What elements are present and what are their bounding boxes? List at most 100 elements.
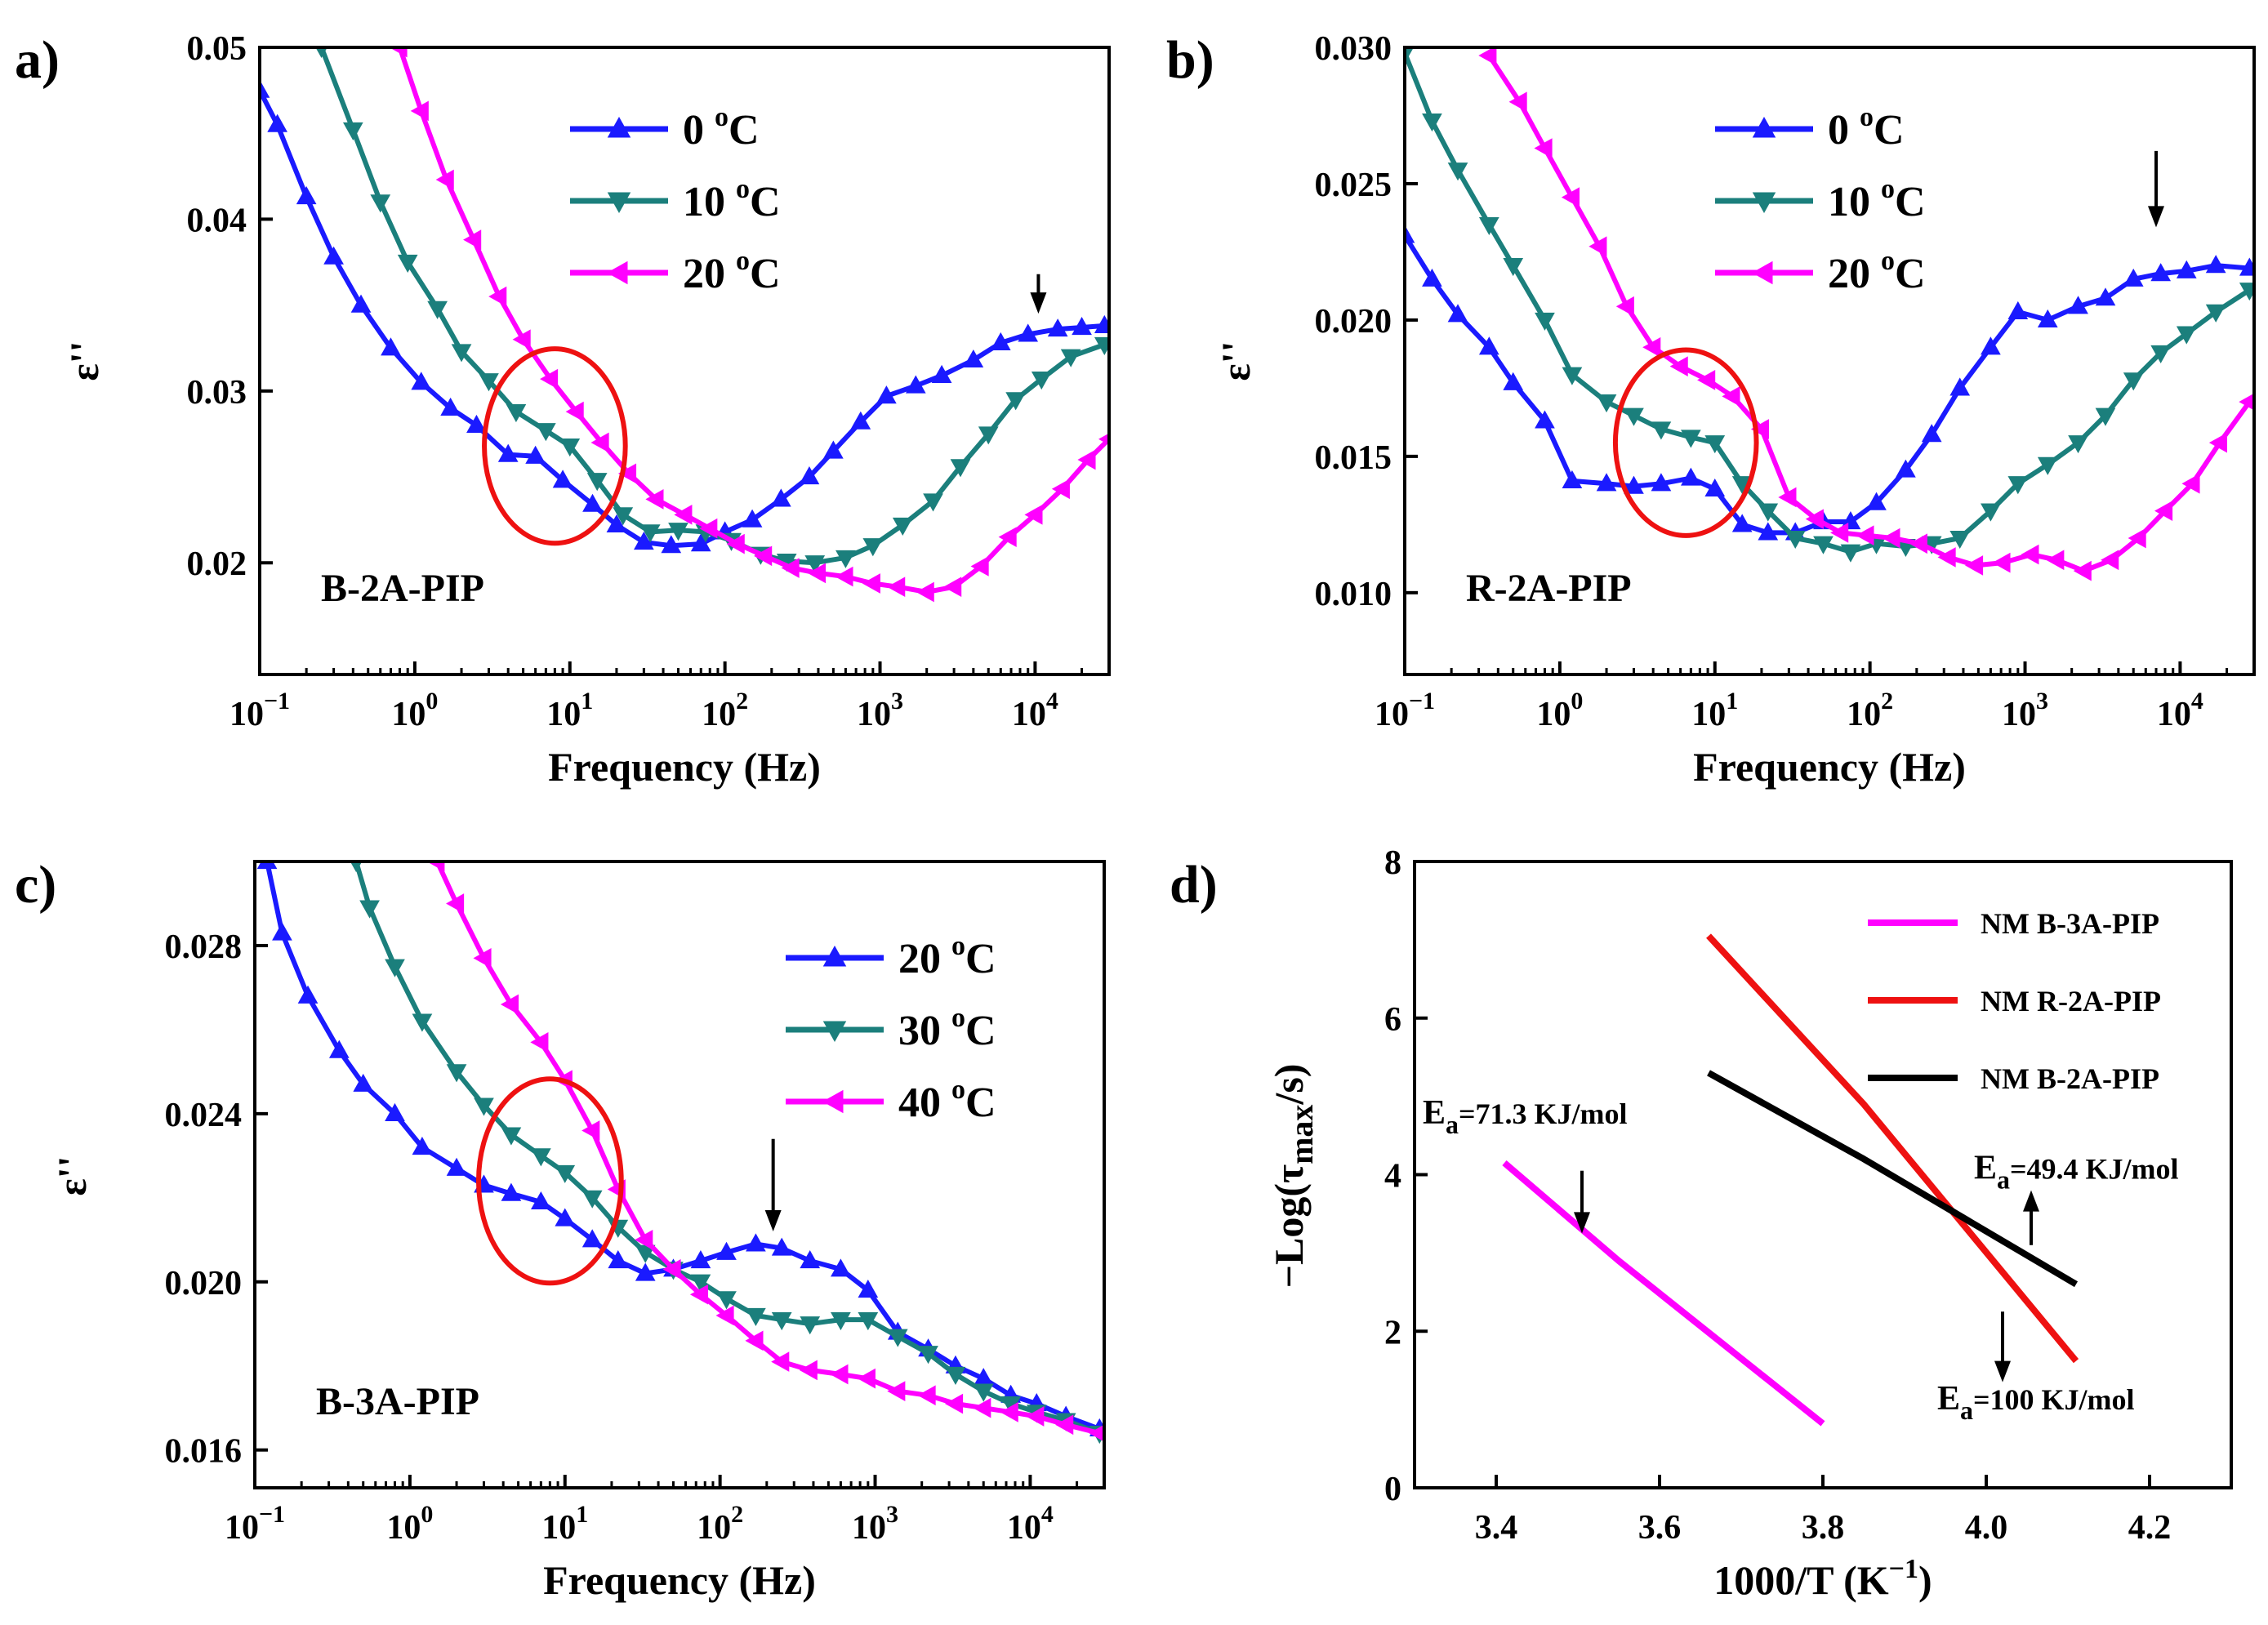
x-tick-label-0: 10−1 [225, 1501, 285, 1547]
series-20c-point-13 [608, 1250, 629, 1269]
series-0c-point-22 [2007, 301, 2029, 319]
series-10c-point-21 [1981, 503, 2001, 522]
series-20c-point-3 [1561, 187, 1580, 208]
series-10c-point-2 [1447, 162, 1468, 181]
series-10c-point-8 [1624, 407, 1644, 426]
x-tick-label-0: 10−1 [1375, 688, 1435, 733]
x-tick-label-5: 104 [2157, 688, 2203, 733]
series-20c-point-16 [1909, 533, 1927, 554]
series-20c-point-14 [754, 545, 773, 567]
series-10c-point-1 [342, 122, 363, 140]
series-40c-point-12 [745, 1330, 764, 1351]
series-10c-point-18 [804, 555, 826, 574]
series-40c-point-11 [715, 1305, 734, 1326]
series-10c-point-9 [559, 439, 581, 457]
axes-frame [1403, 46, 2256, 676]
series-10c-point-20 [1949, 530, 1971, 550]
y-tick-label-1: 0.020 [165, 1265, 243, 1302]
series-20c-point-7 [1669, 356, 1688, 377]
x-tick-label-2: 101 [1691, 688, 1738, 733]
series-20c-point-6 [412, 1137, 433, 1155]
x-axis-title: Frequency (Hz) [543, 1557, 816, 1603]
x-tick-label-1: 3.6 [1638, 1509, 1682, 1547]
series-20c-point-18 [862, 573, 880, 594]
series-20c-point-7 [446, 1157, 467, 1176]
series-10c-point-23 [2037, 456, 2058, 475]
series-0c-point-4 [1503, 372, 1524, 390]
series-20c-point-1 [410, 100, 429, 122]
x-tick-label-3: 102 [702, 688, 748, 733]
series-20c-point-5 [512, 329, 531, 350]
series-0c-point-1 [267, 114, 287, 132]
series-0c-point-16 [690, 533, 711, 552]
series-30c-point-18 [831, 1311, 851, 1331]
series-0c-point-19 [770, 488, 791, 507]
series-0c-point-0 [260, 79, 270, 98]
y-tick-label-1: 0.03 [187, 374, 247, 412]
series-40c-point-0 [426, 861, 445, 872]
series-0c-point-13 [1758, 522, 1779, 541]
x-tick-label-4: 4.2 [2128, 1509, 2172, 1547]
series-20c-point-12 [1805, 509, 1824, 530]
series-0c-point-10 [525, 445, 546, 464]
series-0c-point-18 [742, 509, 763, 528]
series-20c-point-2 [1534, 138, 1553, 158]
series-0c-point-2 [1447, 304, 1468, 323]
series-40c-point-18 [917, 1385, 936, 1406]
series-0c-point-29 [1047, 318, 1068, 337]
series-0c-point-24 [2068, 296, 2088, 314]
series-10c-point-13 [668, 523, 688, 541]
y-axis-title: ε'' [61, 341, 107, 381]
series-20c-point-26 [973, 1368, 994, 1387]
series-30c-point-21 [918, 1346, 938, 1365]
series-20c-point-10 [1750, 419, 1770, 439]
series-0c-point-2 [296, 186, 317, 205]
activation-energy-arrow-2-head [1994, 1360, 2011, 1382]
series-30c-point-15 [746, 1307, 766, 1326]
series-20c-point-17 [1937, 547, 1956, 568]
series-30c-point-11 [635, 1244, 656, 1263]
series-0c-point-11 [1704, 478, 1726, 497]
x-tick-label-4: 103 [2002, 688, 2048, 733]
series-10c-point-15 [1813, 536, 1834, 554]
series-20c-point-15 [781, 558, 800, 578]
series-10c-point-23 [950, 459, 971, 478]
series-30c-point-6 [501, 1127, 522, 1146]
series-20c-point-17 [716, 1241, 737, 1260]
legend-label-2: 20 oC [683, 246, 781, 297]
legend-label-2: 40 oC [898, 1075, 996, 1126]
series-10c-point-12 [639, 524, 661, 543]
series-10c-point-17 [776, 554, 797, 572]
series-40c-point-23 [1055, 1414, 1074, 1436]
legend-label-0: 0 oC [683, 102, 760, 154]
legend-label-0: 0 oC [1828, 102, 1905, 154]
series-20c-point-4 [353, 1073, 374, 1092]
series-30c-point-4 [446, 1064, 467, 1083]
series-10c-point-5 [1535, 312, 1555, 331]
series-30c-point-0 [350, 861, 363, 872]
series-40c-point-3 [500, 994, 519, 1015]
legend-marker-2 [822, 1089, 844, 1114]
peak-arrow-0-head [1030, 292, 1047, 314]
x-tick-label-3: 102 [1847, 688, 1893, 733]
x-tick-label-4: 103 [852, 1501, 898, 1547]
series-40c-point-24 [1089, 1424, 1104, 1442]
series-10c-point-12 [1731, 476, 1753, 495]
series-0c-point-20 [799, 466, 820, 485]
series-10c-point-14 [1785, 530, 1806, 550]
y-tick-label-1: 2 [1384, 1314, 1401, 1351]
panel-label: b) [1166, 30, 1214, 90]
series-20c-point-6 [540, 368, 559, 390]
legend-label-2: 20 oC [1828, 246, 1926, 297]
series-20c-point-3 [328, 1040, 350, 1058]
series-40c-point-2 [473, 948, 492, 968]
x-tick-label-1: 100 [1536, 688, 1583, 733]
series-20c-point-4 [488, 286, 507, 307]
series-0c-point-6 [411, 372, 432, 390]
series-0c-point-5 [1535, 410, 1555, 429]
series-40c-point-10 [689, 1284, 709, 1305]
series-10c-point-4 [427, 301, 448, 319]
series-30c-point-20 [887, 1329, 908, 1347]
series-40c-point-13 [771, 1351, 790, 1372]
series-40c-point-8 [635, 1229, 653, 1250]
